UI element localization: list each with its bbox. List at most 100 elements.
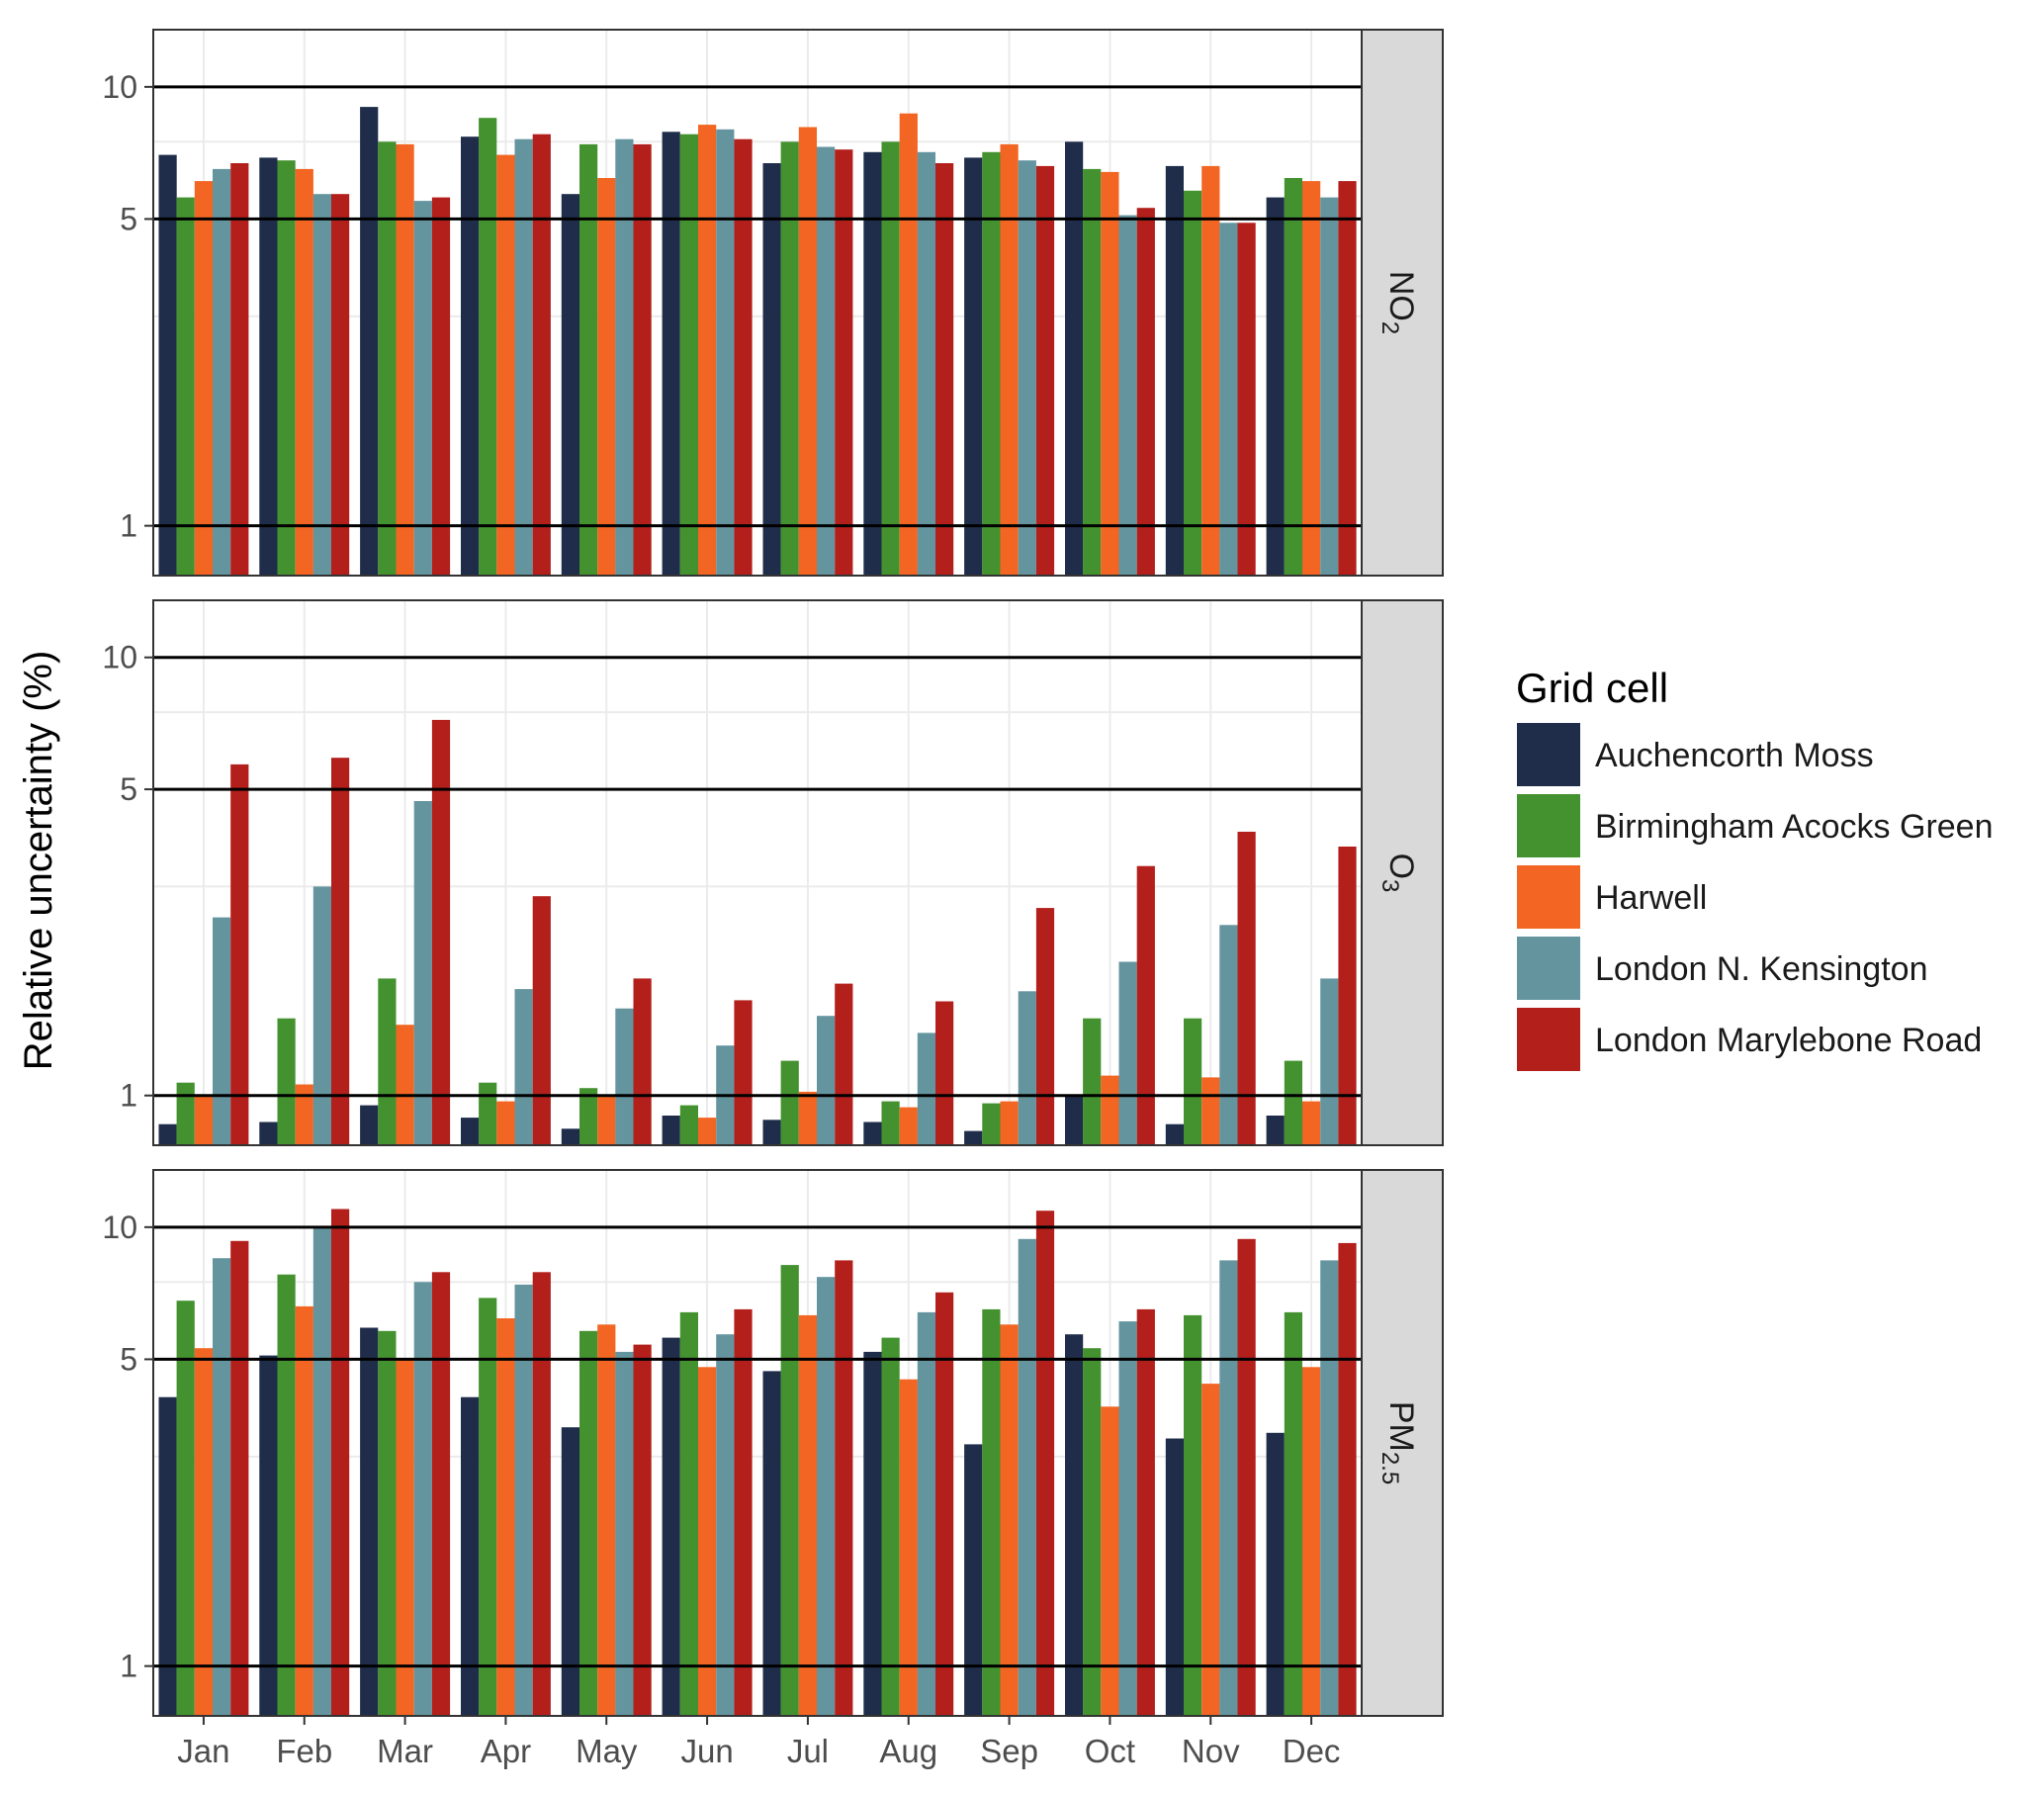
strip-box [1361, 599, 1444, 1146]
x-tick-label: Feb [276, 1733, 332, 1769]
x-tick-label: Sep [980, 1733, 1038, 1769]
plot-area [153, 30, 1362, 576]
bar [532, 134, 551, 576]
bar [1118, 1321, 1137, 1716]
bar [312, 1226, 331, 1716]
bar [1035, 908, 1055, 1145]
bar [158, 1396, 177, 1716]
bar [964, 1444, 983, 1716]
bar [1083, 1018, 1102, 1145]
bar [496, 154, 515, 576]
bar [881, 1101, 900, 1145]
bar [532, 896, 551, 1145]
bar [817, 146, 836, 576]
bar [1237, 1238, 1256, 1716]
legend-label: Birmingham Acocks Green [1595, 808, 1994, 846]
bar [312, 194, 331, 576]
y-tick-label: 5 [120, 1341, 137, 1377]
bar [679, 1105, 698, 1145]
bar [230, 163, 249, 576]
bar [798, 1091, 817, 1145]
bar [230, 1240, 249, 1716]
bar [1266, 1432, 1285, 1716]
strip-box [1361, 29, 1444, 577]
bar [561, 194, 579, 576]
bar [579, 143, 598, 576]
bar [461, 136, 480, 576]
bar [532, 1272, 551, 1716]
bar [331, 1209, 350, 1716]
bar [413, 1282, 432, 1716]
bar [863, 151, 882, 577]
bar [1219, 223, 1238, 577]
bar [331, 194, 350, 576]
y-tick-label: 10 [102, 640, 137, 675]
bar [1065, 1095, 1084, 1145]
bar [1219, 1260, 1238, 1716]
bar [1338, 847, 1357, 1145]
bar [1302, 181, 1321, 576]
bar [277, 1018, 296, 1145]
bar [1101, 1075, 1119, 1145]
bar [1000, 1324, 1019, 1716]
bar [1165, 165, 1184, 576]
legend-key [1515, 863, 1582, 931]
bar [194, 1348, 213, 1716]
bar [514, 989, 533, 1145]
bar [277, 1274, 296, 1716]
bar [863, 1122, 882, 1145]
x-tick-label: Oct [1085, 1733, 1135, 1769]
bar [230, 763, 249, 1145]
bar [378, 141, 397, 577]
bar [579, 1330, 598, 1716]
bar [615, 138, 634, 576]
y-tick-label: 5 [120, 771, 137, 807]
bar [277, 160, 296, 576]
bar [1338, 1242, 1357, 1716]
bar [1184, 1314, 1202, 1716]
bar [259, 157, 278, 576]
bar [935, 163, 954, 576]
bar [964, 1130, 983, 1145]
bar [213, 1258, 231, 1716]
bar [1302, 1367, 1321, 1716]
bar [597, 178, 616, 576]
bar [762, 1120, 781, 1145]
bar [964, 157, 983, 576]
strip-label: PM2.5 [1377, 1401, 1420, 1484]
bar [899, 1379, 918, 1716]
y-axis-title: Relative uncertainty (%) [17, 651, 60, 1071]
bar [935, 1001, 954, 1145]
bar [194, 181, 213, 576]
bar [798, 127, 817, 576]
bar [413, 801, 432, 1145]
y-tick-label: 1 [120, 1649, 137, 1684]
y-tick-label: 5 [120, 201, 137, 236]
legend-key [1515, 721, 1582, 788]
bar [1338, 181, 1357, 576]
strip-label: O3 [1377, 853, 1420, 893]
legend-key [1515, 935, 1582, 1002]
bar [662, 1337, 680, 1716]
bar [295, 168, 313, 576]
bar [698, 125, 717, 576]
bar [881, 141, 900, 577]
bar [917, 151, 935, 577]
bar [1184, 1018, 1202, 1145]
panel-0: 1 5 10 NO2 [102, 29, 1444, 577]
bar [194, 1095, 213, 1145]
bar [597, 1324, 616, 1716]
bar [899, 113, 918, 576]
bar [633, 978, 652, 1145]
bar [1000, 143, 1019, 576]
bar [1219, 925, 1238, 1145]
bar [1018, 991, 1036, 1145]
bar [1065, 1334, 1084, 1716]
bar [1302, 1101, 1321, 1145]
bar [982, 151, 1001, 577]
legend-label: London N. Kensington [1595, 950, 1927, 988]
x-tick-label: Jan [177, 1733, 229, 1769]
x-tick-label: Jun [680, 1733, 733, 1769]
strip-label: NO2 [1377, 271, 1420, 334]
